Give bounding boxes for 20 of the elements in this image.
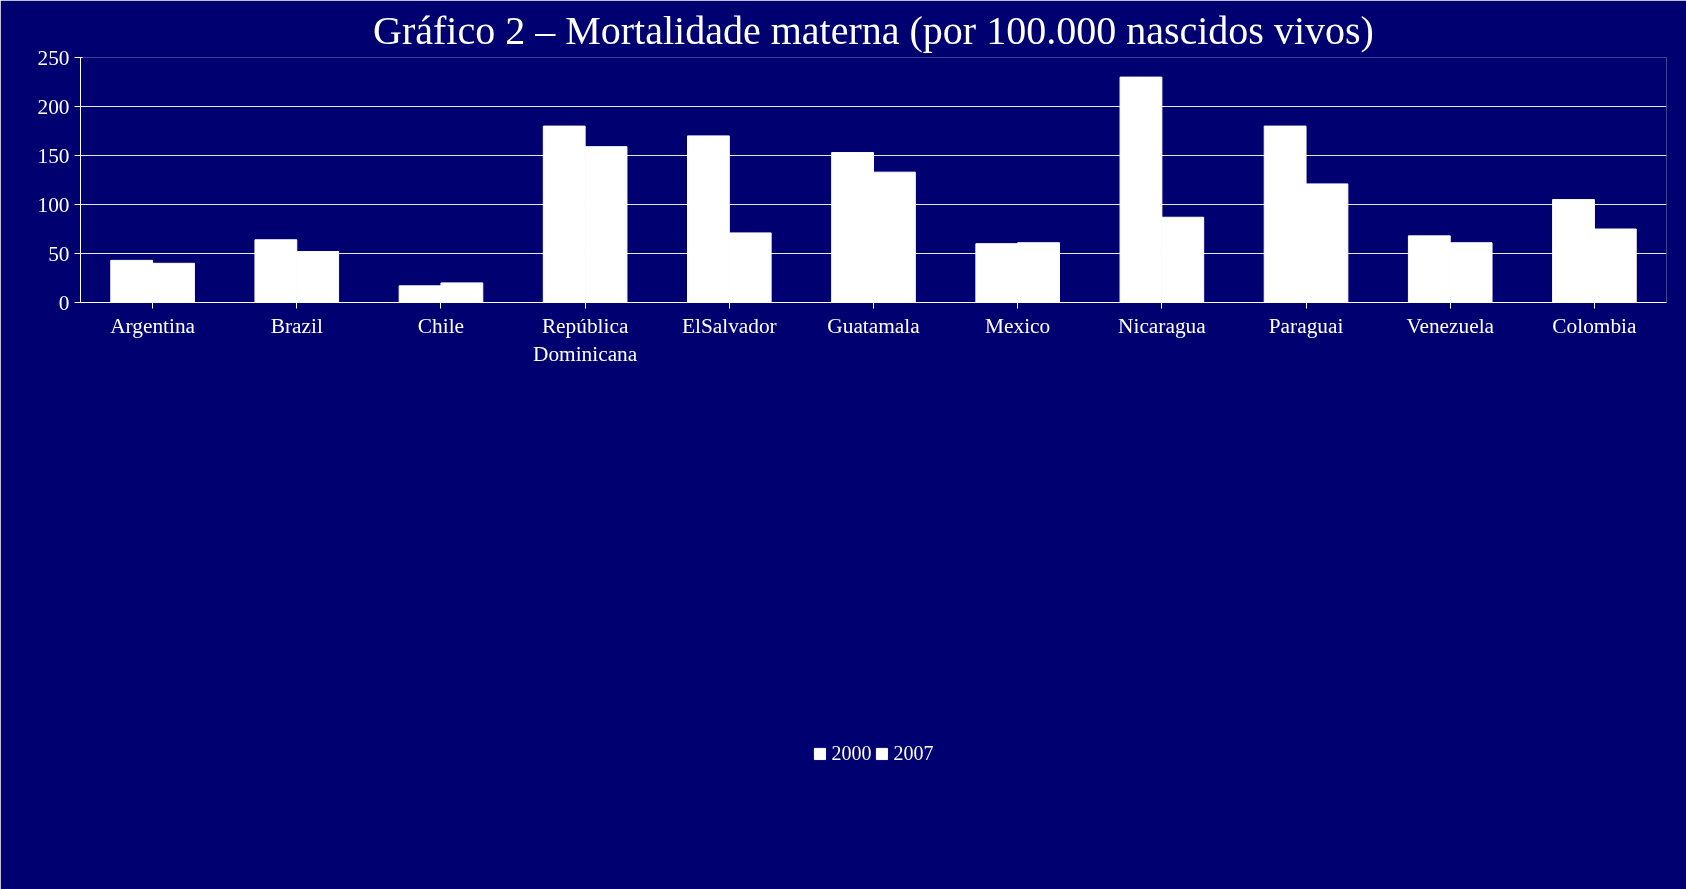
x-tick-label: Venezuela: [1406, 313, 1495, 338]
x-tick-label: Argentina: [110, 313, 196, 338]
y-tick-label: 100: [37, 192, 70, 217]
x-tick-label: ElSalvador: [681, 313, 777, 338]
x-tick-label: Nicaragua: [1118, 313, 1207, 338]
legend-label: 2007: [893, 741, 934, 765]
x-tick-label: Colombia: [1552, 313, 1638, 338]
y-tick-label: 150: [37, 143, 70, 168]
y-tick-label: 250: [37, 45, 70, 70]
x-tick-label: Mexico: [985, 313, 1051, 338]
x-tick-label: República Dominicana: [533, 313, 638, 367]
y-tick-label: 0: [58, 290, 70, 315]
x-tick-label: Brazil: [270, 313, 323, 338]
legend-label: 2000: [831, 741, 872, 765]
x-tick-label: Chile: [417, 313, 465, 338]
x-tick-label: Paraguai: [1268, 313, 1344, 338]
x-tick-label: Guatamala: [827, 313, 921, 338]
chart-title: Gráfico 2 – Mortalidade materna (por 100.000 nascidos vivos): [373, 7, 1374, 53]
y-tick-label: 200: [37, 94, 70, 119]
y-tick-label: 50: [48, 241, 70, 266]
